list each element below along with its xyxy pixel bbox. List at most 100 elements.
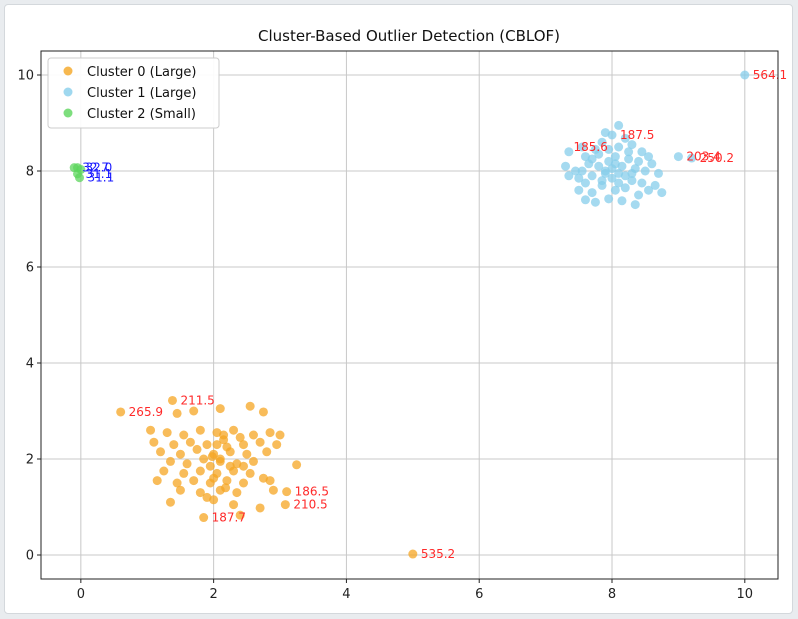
- data-point-cluster-0: [235, 510, 245, 520]
- data-point-cluster-1: [574, 173, 584, 183]
- data-point-cluster-1: [637, 147, 647, 157]
- data-point-cluster-0: [232, 488, 242, 498]
- y-tick-label: 10: [17, 69, 34, 84]
- data-point-cluster-0: [195, 488, 205, 498]
- data-point-cluster-1: [577, 166, 587, 176]
- data-point-cluster-1: [614, 178, 624, 188]
- tick-layer: 0 2 4 6 8 10 0 2 4 6 8 10: [17, 69, 753, 603]
- legend-marker-cluster-2: [63, 108, 73, 118]
- data-point-cluster-0: [222, 476, 232, 486]
- data-point-cluster-1: [607, 173, 617, 183]
- data-point-cluster-1: [600, 166, 610, 176]
- data-point-cluster-0: [189, 406, 199, 416]
- data-point-cluster-1: [627, 176, 637, 186]
- data-point-cluster-1: [687, 153, 697, 163]
- data-point-cluster-0: [179, 468, 189, 478]
- data-point-cluster-1: [597, 137, 607, 147]
- x-tick-label: 10: [737, 587, 754, 602]
- figure-frame: Cluster-Based Outlier Detection (CBLOF) …: [4, 4, 793, 614]
- y-tick-label: 4: [26, 357, 34, 372]
- data-point-cluster-0: [165, 456, 175, 466]
- data-point-cluster-0: [265, 428, 275, 438]
- outlier-score-label: 31.1: [88, 171, 115, 185]
- x-tick-label: 4: [342, 587, 350, 602]
- data-point-cluster-0: [248, 430, 258, 440]
- data-point-cluster-1: [614, 142, 624, 152]
- data-point-cluster-0: [239, 478, 249, 488]
- outlier-score-label: 185.6: [574, 140, 608, 154]
- legend-box: [47, 57, 220, 129]
- data-point-cluster-0: [242, 449, 252, 459]
- data-point-cluster-0: [222, 442, 232, 452]
- data-point-cluster-0: [221, 483, 231, 493]
- data-point-cluster-1: [610, 159, 620, 169]
- data-point-cluster-1: [673, 152, 683, 162]
- legend-marker-cluster-1: [63, 87, 73, 97]
- data-point-cluster-1: [564, 147, 574, 157]
- data-point-cluster-0: [199, 513, 209, 523]
- data-point-cluster-0: [175, 485, 185, 495]
- data-point-cluster-0: [146, 425, 156, 435]
- x-tick-label: 2: [209, 587, 217, 602]
- data-point-cluster-0: [156, 447, 166, 457]
- data-point-cluster-0: [268, 485, 278, 495]
- data-point-cluster-1: [564, 171, 574, 181]
- data-point-cluster-0: [212, 440, 222, 450]
- data-point-cluster-1: [614, 120, 624, 130]
- outlier-score-label: 187.5: [620, 128, 654, 142]
- legend: Cluster 0 (Large) Cluster 1 (Large) Clus…: [47, 57, 220, 129]
- outlier-score-label: 32.0: [86, 161, 113, 175]
- data-point-cluster-0: [258, 407, 268, 417]
- y-tick-label: 6: [26, 261, 34, 276]
- data-point-cluster-1: [653, 168, 663, 178]
- data-point-cluster-1: [630, 200, 640, 210]
- data-point-cluster-0: [185, 437, 195, 447]
- data-point-cluster-0: [169, 440, 179, 450]
- legend-marker-cluster-0: [63, 66, 73, 76]
- data-point-cluster-0: [182, 459, 192, 469]
- data-point-cluster-1: [657, 188, 667, 198]
- x-tick-label: 8: [608, 587, 616, 602]
- data-point-cluster-0: [245, 468, 255, 478]
- data-point-cluster-1: [650, 180, 660, 190]
- outlier-score-label: 203.4: [686, 150, 720, 164]
- outlier-score-label: 564.1: [753, 68, 787, 82]
- data-point-cluster-1: [610, 152, 620, 162]
- data-point-cluster-0: [239, 440, 249, 450]
- data-point-cluster-1: [640, 166, 650, 176]
- legend-label-cluster-2: Cluster 2 (Small): [87, 107, 196, 122]
- outlier-score-label: 211.5: [180, 393, 214, 407]
- data-point-cluster-0: [199, 454, 209, 464]
- data-point-cluster-1: [634, 190, 644, 200]
- outlier-score-label: 210.5: [293, 498, 327, 512]
- data-point-cluster-0: [159, 466, 169, 476]
- data-point-cluster-1: [637, 178, 647, 188]
- data-point-cluster-1: [634, 156, 644, 166]
- data-point-cluster-0: [292, 460, 302, 470]
- data-point-cluster-0: [229, 500, 239, 510]
- data-point-cluster-0: [167, 395, 177, 405]
- outlier-score-label: 186.5: [295, 485, 329, 499]
- x-tick-label: 6: [475, 587, 483, 602]
- data-point-cluster-0: [275, 430, 285, 440]
- scatter-chart: Cluster-Based Outlier Detection (CBLOF) …: [17, 27, 787, 603]
- data-point-cluster-0: [255, 437, 265, 447]
- data-point-cluster-0: [408, 549, 418, 559]
- data-point-cluster-0: [179, 430, 189, 440]
- data-point-cluster-1: [740, 70, 750, 80]
- data-point-cluster-1: [590, 197, 600, 207]
- data-point-cluster-0: [195, 425, 205, 435]
- data-point-cluster-0: [207, 452, 217, 462]
- outlier-score-label: 265.9: [129, 405, 163, 419]
- data-point-cluster-1: [574, 185, 584, 195]
- legend-label-cluster-1: Cluster 1 (Large): [87, 86, 196, 101]
- outlier-score-label: 187.7: [212, 511, 246, 525]
- data-point-cluster-1: [580, 195, 590, 205]
- data-point-cluster-0: [149, 437, 159, 447]
- data-point-cluster-0: [195, 466, 205, 476]
- data-point-cluster-0: [239, 461, 249, 471]
- data-point-cluster-0: [192, 444, 202, 454]
- data-point-cluster-0: [175, 449, 185, 459]
- data-point-cluster-0: [116, 407, 126, 417]
- outlier-score-label: 32.7: [82, 161, 109, 175]
